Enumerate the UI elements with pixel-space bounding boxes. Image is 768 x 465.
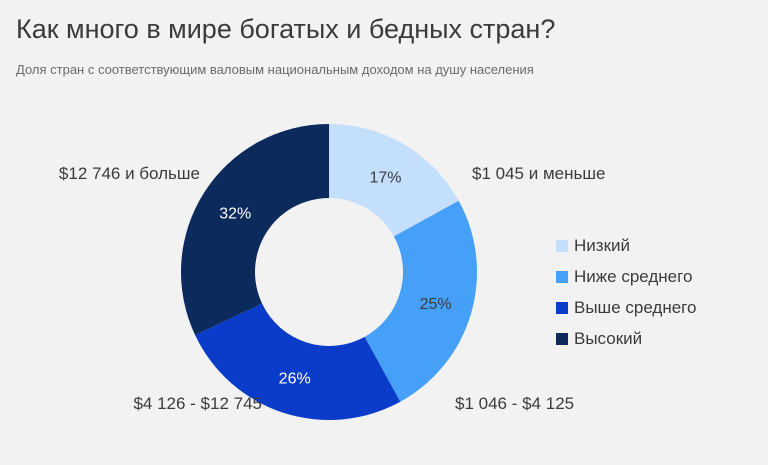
slice-value-label-low: 17% [369,169,401,186]
legend-item-low: Низкий [556,230,696,261]
legend-label-high: Высокий [574,328,643,348]
legend-item-high: Высокий [556,323,696,354]
donut-slice-high [181,124,329,336]
chart-legend: Низкий Ниже среднего Выше среднего Высок… [556,230,696,354]
donut-slice-lower-middle [364,200,478,402]
legend-label-upper-middle: Выше среднего [574,297,697,317]
donut-slice-upper-middle [195,303,401,421]
slice-range-label-lower-middle: $1 046 - $4 125 [455,394,574,413]
chart-title: Как много в мире богатых и бедных стран? [16,14,556,44]
legend-swatch-lower-middle [556,270,568,283]
legend-label-low: Низкий [574,235,630,255]
slice-range-label-low: $1 045 и меньше [472,164,605,183]
donut-slice-low [329,124,459,237]
legend-swatch-upper-middle [556,301,568,314]
slice-value-label-lower-middle: 25% [420,296,452,313]
slice-value-label-upper-middle: 26% [279,371,311,388]
slice-range-label-upper-middle: $4 126 - $12 745 [133,394,262,413]
legend-swatch-low [556,239,568,252]
legend-item-upper-middle: Выше среднего [556,292,696,323]
slice-range-label-high: $12 746 и больше [59,164,200,183]
legend-label-lower-middle: Ниже среднего [574,266,693,286]
legend-swatch-high [556,332,568,345]
chart-subtitle: Доля стран с соответствующим валовым нац… [16,62,534,77]
slice-value-label-high: 32% [219,206,251,223]
legend-item-lower-middle: Ниже среднего [556,261,696,292]
